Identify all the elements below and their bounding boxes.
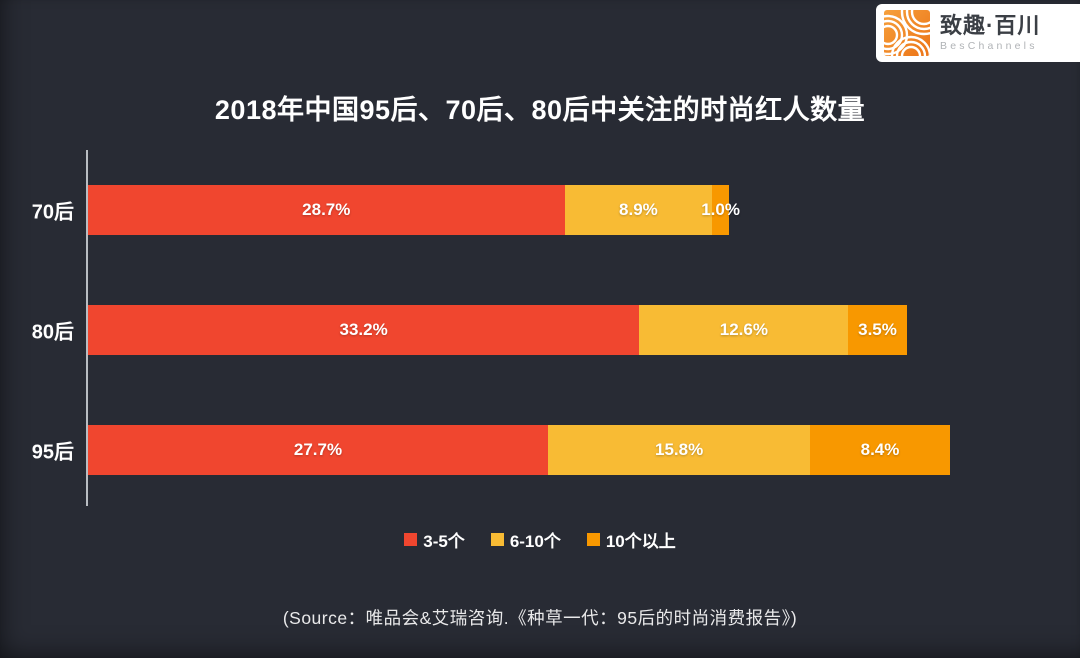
bar-segment: 8.4% — [810, 425, 950, 475]
bar-value-label: 15.8% — [654, 440, 704, 459]
bar-segment: 3.5% — [848, 305, 907, 355]
bar-segment: 12.6% — [639, 305, 849, 355]
legend-item: 6-10个 — [490, 527, 561, 552]
brand-name-en: BesChannels — [940, 39, 1038, 52]
category-label: 95后 — [31, 441, 74, 464]
bar-value-label: 8.9% — [619, 200, 658, 219]
bar-segment: 27.7% — [88, 425, 548, 475]
beschannels-arcs-icon — [884, 10, 930, 56]
y-axis-line — [86, 150, 88, 506]
brand-name-cn: 致趣·百川 — [940, 12, 1041, 38]
bar-row: 33.2% 12.6% 3.5% — [88, 305, 907, 355]
legend: 3-5个 6-10个 10个以上 — [0, 527, 1080, 552]
legend-item: 3-5个 — [404, 527, 465, 552]
source-note: (Source：唯品会&艾瑞咨询.《种草一代：95后的时尚消费报告》) — [282, 608, 798, 628]
category-label: 80后 — [31, 321, 74, 344]
bar-value-label: 27.7% — [293, 440, 343, 459]
legend-item: 10个以上 — [586, 527, 676, 552]
legend-swatch — [490, 533, 504, 546]
chart-title: 2018年中国95后、70后、80后中关注的时尚红人数量 — [214, 95, 866, 125]
bar-segment: 8.9% — [564, 185, 713, 235]
bar-segment: 1.0% — [701, 185, 740, 235]
bar-row: 27.7% 15.8% 8.4% — [88, 425, 950, 475]
legend-label: 10个以上 — [605, 532, 676, 551]
bar-segment: 28.7% — [88, 185, 565, 235]
category-label: 70后 — [31, 201, 74, 224]
brand-logo: 致趣·百川 BesChannels — [876, 4, 1080, 62]
bar-value-label: 1.0% — [701, 200, 740, 219]
legend-swatch — [404, 533, 418, 546]
plot-area: 28.7% 8.9% 1.0% 33.2% 12.6% 3.5% 27.7% 15.8% 8.4… — [88, 150, 1048, 506]
bar-value-label: 8.4% — [860, 440, 900, 459]
bar-value-label: 33.2% — [339, 320, 388, 339]
bar-row: 28.7% 8.9% 1.0% — [88, 185, 740, 235]
bar-segment: 33.2% — [88, 305, 640, 355]
bar-value-label: 3.5% — [858, 320, 897, 339]
legend-label: 6-10个 — [509, 532, 561, 551]
legend-swatch — [586, 533, 600, 546]
bar-value-label: 28.7% — [302, 200, 351, 219]
bar-value-label: 12.6% — [719, 320, 768, 339]
legend-label: 3-5个 — [423, 532, 465, 551]
bar-segment: 15.8% — [547, 425, 811, 475]
